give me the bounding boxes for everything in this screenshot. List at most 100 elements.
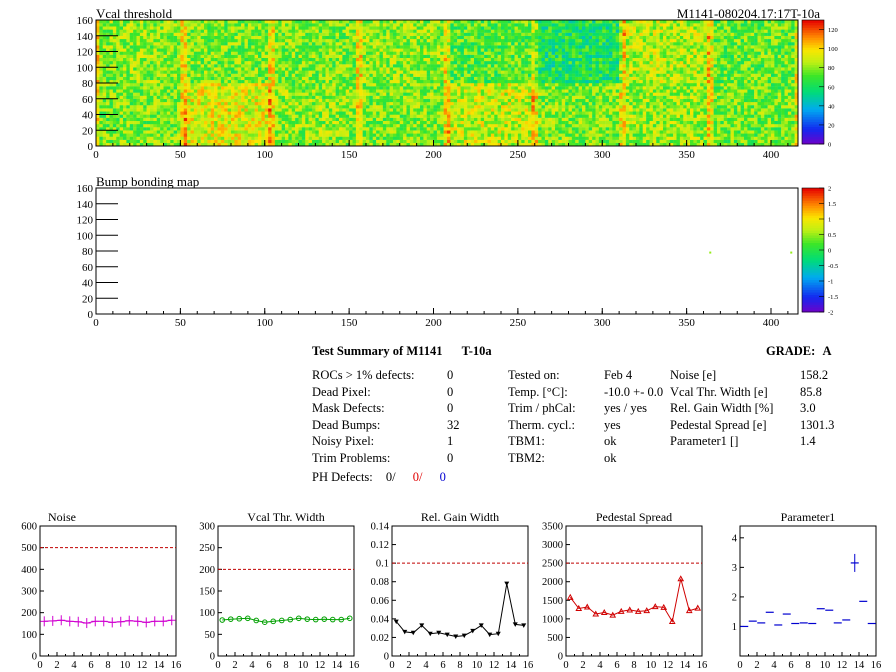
heatmap-cell: [666, 92, 670, 96]
heatmap-cell: [355, 123, 360, 128]
heatmap-cell: [541, 133, 546, 137]
heatmap-cell: [686, 108, 691, 112]
heatmap-cell: [382, 105, 387, 109]
heatmap-cell: [592, 86, 596, 90]
heatmap-cell: [676, 142, 681, 147]
heatmap-cell: [615, 105, 620, 109]
heatmap-cell: [507, 117, 512, 121]
heatmap-cell: [315, 89, 319, 93]
heatmap-cell: [224, 120, 228, 125]
heatmap-cell: [598, 136, 603, 140]
heatmap-cell: [652, 98, 657, 103]
heatmap-cell: [244, 136, 249, 140]
heatmap-cell: [740, 127, 745, 131]
heatmap-cell: [274, 136, 279, 140]
heatmap-cell: [521, 73, 525, 77]
heatmap-cell: [622, 105, 627, 109]
heatmap-cell: [690, 76, 694, 81]
heatmap-cell: [312, 123, 316, 128]
heatmap-cell: [771, 120, 775, 125]
heatmap-cell: [244, 76, 249, 81]
heatmap-cell: [578, 89, 583, 93]
heatmap-cell: [598, 108, 603, 112]
heatmap-cell: [787, 98, 792, 103]
heatmap-cell: [143, 114, 147, 118]
heatmap-cell: [541, 73, 546, 77]
heatmap-cell: [271, 105, 276, 109]
heatmap-cell: [355, 95, 360, 99]
heatmap-cell: [224, 101, 228, 106]
heatmap-cell: [558, 89, 562, 93]
heatmap-cell: [720, 120, 724, 125]
heatmap-cell: [710, 89, 714, 93]
heatmap-cell: [727, 76, 731, 81]
heatmap-cell: [531, 92, 535, 96]
heatmap-cell: [754, 117, 758, 121]
heatmap-cell: [116, 73, 120, 77]
heatmap-cell: [480, 70, 485, 74]
heatmap-cell: [568, 108, 573, 112]
heatmap-cell: [305, 73, 309, 77]
heatmap-cell: [504, 114, 508, 118]
heatmap-cell: [551, 130, 556, 134]
heatmap-cell: [241, 136, 245, 140]
heatmap-cell: [582, 114, 586, 118]
heatmap-cell: [740, 76, 745, 81]
heatmap-cell: [490, 95, 495, 99]
heatmap-cell: [173, 92, 178, 96]
heatmap-cell: [156, 95, 161, 99]
heatmap-cell: [335, 123, 340, 128]
heatmap-cell: [210, 139, 215, 144]
heatmap-cell: [450, 142, 454, 147]
heatmap-cell: [517, 83, 522, 87]
heatmap-cell: [794, 98, 799, 103]
heatmap-cell: [717, 111, 721, 115]
heatmap-cell: [588, 95, 593, 99]
heatmap-cell: [565, 133, 569, 137]
heatmap-cell: [106, 136, 110, 140]
heatmap-cell: [170, 139, 174, 144]
heatmap-cell: [463, 86, 468, 90]
heatmap-cell: [659, 98, 664, 103]
heatmap-cell: [484, 101, 488, 106]
heatmap-cell: [173, 111, 178, 115]
heatmap-cell: [561, 70, 566, 74]
heatmap-cell: [713, 95, 718, 99]
heatmap-cell: [315, 142, 319, 147]
heatmap-cell: [544, 101, 549, 106]
heatmap-cell: [163, 130, 168, 134]
heatmap-cell: [312, 70, 316, 74]
heatmap-cell: [642, 101, 647, 106]
heatmap-cell: [686, 117, 691, 121]
heatmap-cell: [416, 70, 421, 74]
heatmap-cell: [777, 105, 782, 109]
heatmap-cell: [339, 70, 343, 74]
heatmap-cell: [595, 108, 600, 112]
heatmap-cell: [676, 114, 681, 118]
heatmap-cell: [764, 95, 768, 99]
heatmap-cell: [612, 79, 616, 84]
heatmap-cell: [379, 101, 384, 106]
heatmap-cell: [200, 130, 205, 134]
heatmap-cell: [447, 111, 451, 115]
heatmap-cell: [264, 111, 269, 115]
heatmap-cell: [150, 79, 154, 84]
heatmap-cell: [102, 133, 107, 137]
heatmap-cell: [659, 111, 664, 115]
heatmap-cell: [686, 92, 691, 96]
heatmap-cell: [386, 76, 390, 81]
heatmap-cell: [629, 111, 633, 115]
heatmap-cell: [285, 130, 289, 134]
heatmap-cell: [595, 130, 600, 134]
heatmap-cell: [683, 139, 687, 144]
heatmap-cell: [490, 86, 495, 90]
heatmap-cell: [592, 89, 596, 93]
heatmap-cell: [453, 101, 458, 106]
heatmap-cell: [511, 92, 515, 96]
heatmap-cell: [369, 70, 373, 74]
heatmap-cell: [254, 89, 259, 93]
heatmap-cell: [470, 136, 475, 140]
heatmap-cell: [598, 98, 603, 103]
heatmap-cell: [150, 139, 154, 144]
heatmap-cell: [666, 73, 670, 77]
